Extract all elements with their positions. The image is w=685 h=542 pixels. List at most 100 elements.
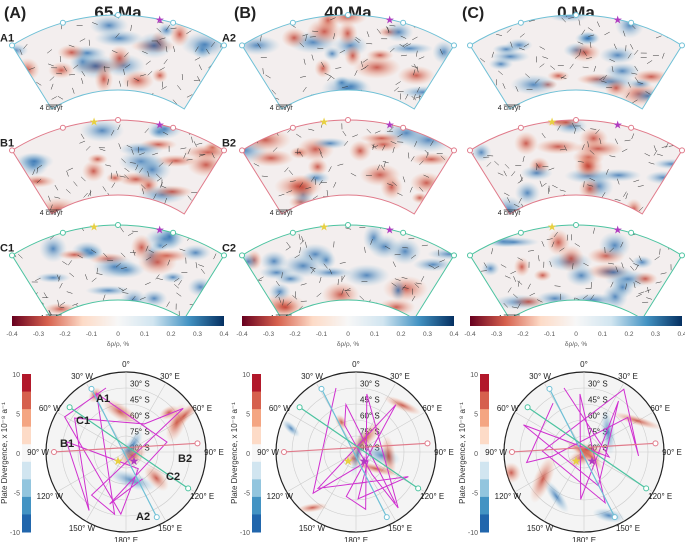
velocity-arrow: [59, 55, 62, 63]
velocity-arrow: [265, 74, 271, 79]
anomaly-blob: [547, 15, 591, 23]
anomaly-blob: [242, 127, 292, 153]
colorbar-bar: [470, 316, 682, 326]
track-marker: [153, 514, 160, 521]
colorbar-tick: 10: [242, 372, 250, 379]
velocity-arrow: [186, 30, 192, 35]
velocity-arrow: [542, 56, 549, 59]
velocity-arrow: [423, 174, 430, 178]
velocity-arrow: [590, 128, 597, 130]
velocity-arrow: [272, 147, 278, 152]
star-icon: ★: [547, 221, 557, 233]
colorbar-tick: 0: [116, 331, 120, 338]
velocity-arrow: [503, 302, 508, 308]
colorbar-segment: [480, 409, 489, 428]
section-marker: [628, 229, 635, 236]
velocity-arrow: [19, 49, 23, 56]
anomaly-blob: [352, 55, 401, 79]
velocity-arrow: [370, 238, 373, 245]
velocity-arrow: [158, 162, 164, 167]
section-marker: [115, 117, 121, 123]
velocity-arrow: [330, 17, 336, 21]
velocity-arrow: [120, 267, 127, 269]
velocity-arrow: [590, 294, 595, 300]
velocity-arrow: [115, 170, 119, 177]
anomaly-blob: [632, 271, 658, 286]
velocity-arrow: [324, 72, 331, 76]
velocity-arrow: [54, 184, 59, 191]
velocity-arrow: [366, 43, 373, 45]
velocity-arrow: [416, 66, 419, 73]
velocity-arrow: [391, 181, 397, 186]
velocity-arrow: [194, 57, 201, 61]
velocity-arrow: [352, 134, 358, 138]
anomaly-blob: [510, 74, 558, 96]
velocity-arrow: [177, 85, 182, 91]
anomaly-blob: [19, 175, 56, 188]
velocity-arrow: [69, 272, 75, 277]
velocity-arrow: [362, 58, 368, 63]
velocity-arrow: [587, 27, 594, 32]
velocity-arrow: [339, 49, 346, 54]
section-marker: [170, 124, 177, 131]
velocity-arrow: [517, 280, 523, 285]
velocity-arrow: [550, 65, 556, 70]
velocity-arrow: [633, 282, 636, 289]
section-marker: [115, 222, 121, 228]
velocity-arrow: [36, 178, 42, 184]
velocity-arrow: [162, 131, 169, 136]
velocity-arrow: [127, 232, 134, 236]
velocity-arrow: [200, 268, 205, 274]
anomaly-blob: [610, 276, 635, 298]
star-icon: ★: [129, 454, 140, 468]
velocity-arrow: [286, 301, 292, 306]
meridian: [583, 451, 625, 522]
track-marker: [643, 485, 650, 492]
velocity-arrow: [57, 299, 59, 306]
longitude-label: 150° E: [616, 524, 640, 533]
velocity-arrow: [144, 282, 151, 285]
velocity-arrow: [335, 67, 342, 69]
section-marker: [239, 252, 246, 259]
anomaly-blob: [410, 152, 453, 166]
divergence-colorbar: 10 5 0 -5 -10 Plate Divergence, x 10⁻⁸ a⁻¹: [458, 372, 489, 537]
velocity-arrow: [118, 143, 122, 150]
velocity-arrow: [68, 44, 75, 48]
anomaly-blob: [105, 172, 124, 184]
velocity-arrow: [480, 58, 486, 63]
colorbar-segment: [22, 374, 31, 393]
velocity-arrow: [284, 167, 289, 173]
velocity-arrow: [54, 196, 61, 199]
velocity-arrow: [506, 197, 511, 203]
velocity-arrow: [660, 272, 667, 275]
velocity-arrow: [56, 72, 63, 75]
colorbar-segment: [480, 426, 489, 445]
velocity-arrow: [191, 136, 193, 143]
anomaly-blob: [268, 282, 291, 301]
colorbar-segment: [22, 514, 31, 533]
velocity-arrow: [288, 170, 293, 175]
anomaly-blob: [180, 244, 211, 261]
velocity-arrow: [286, 190, 293, 193]
velocity-arrow: [85, 274, 88, 280]
velocity-arrow: [622, 30, 626, 37]
section-marker: [400, 229, 407, 236]
colorbar-segment: [22, 461, 31, 480]
velocity-arrow: [503, 170, 507, 177]
velocity-arrow: [305, 187, 312, 190]
velocity-arrow: [625, 193, 628, 200]
velocity-arrow: [609, 58, 615, 62]
anomaly-blob: [535, 290, 574, 307]
velocity-arrow: [329, 75, 335, 80]
section-label-right: A2: [222, 32, 236, 44]
latitude-label: 45° S: [130, 395, 150, 404]
longitude-label: 90° E: [204, 448, 224, 457]
velocity-arrow: [563, 145, 568, 151]
meridian: [286, 411, 357, 453]
velocity-arrow: [377, 164, 380, 171]
velocity-arrow: [121, 158, 126, 163]
star-icon: ★: [385, 224, 395, 236]
section-marker: [573, 117, 579, 123]
velocity-arrow: [258, 276, 264, 281]
